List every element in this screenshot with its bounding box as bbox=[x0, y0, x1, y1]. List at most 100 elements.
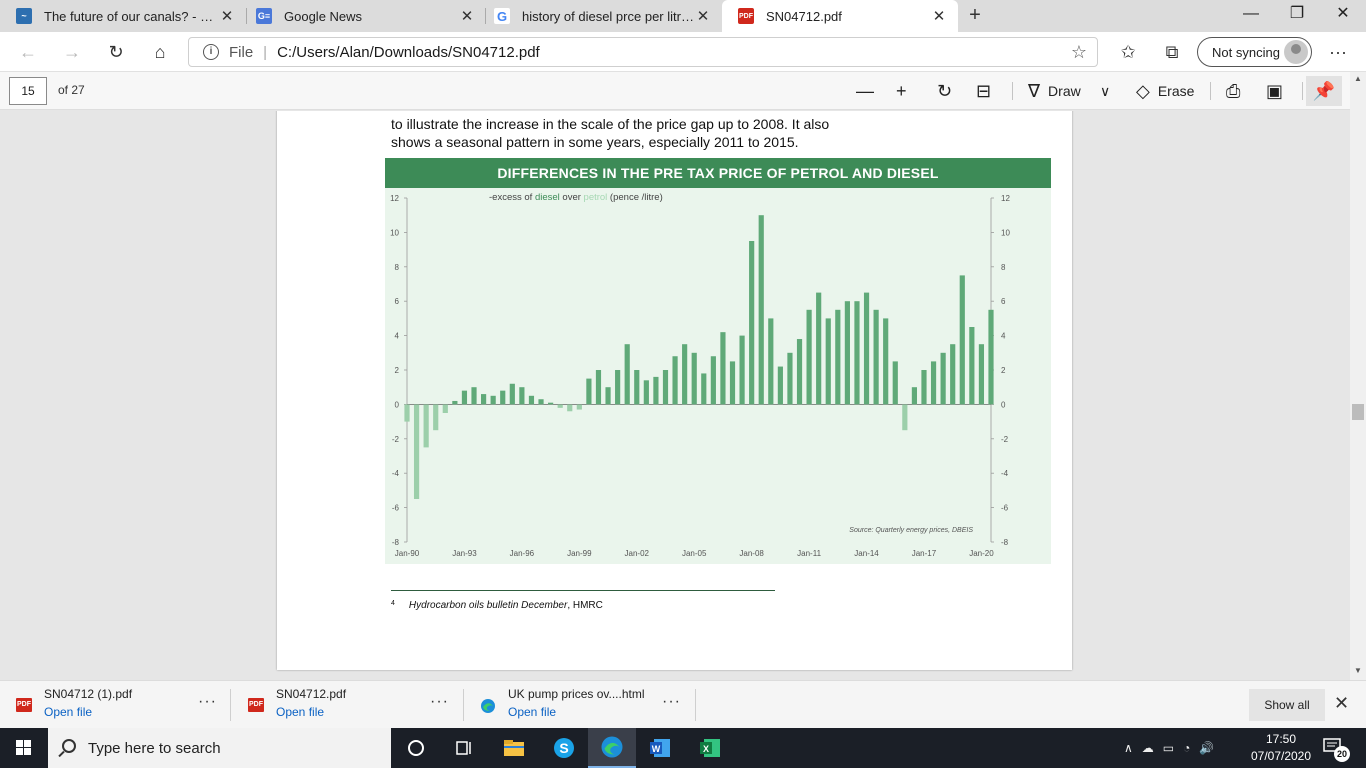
download-item[interactable]: PDF SN04712 (1).pdf Open file ··· bbox=[0, 681, 230, 729]
profile-button[interactable]: Not syncing bbox=[1197, 37, 1312, 67]
vertical-scrollbar[interactable]: ▲ ▼ bbox=[1350, 72, 1366, 680]
home-icon[interactable]: ⌂ bbox=[154, 42, 166, 62]
chart-bar bbox=[720, 332, 726, 405]
scrollbar-thumb[interactable] bbox=[1352, 404, 1364, 420]
tab-strip: ~ The future of our canals? - Page ✕ G≡ … bbox=[0, 0, 1366, 32]
address-bar[interactable]: i File | C:/Users/Alan/Downloads/SN04712… bbox=[188, 37, 1098, 67]
clock[interactable]: 17:50 07/07/2020 bbox=[1242, 731, 1320, 765]
cortana-icon[interactable] bbox=[392, 728, 440, 768]
close-icon[interactable]: ✕ bbox=[460, 8, 474, 25]
erase-button[interactable]: ◇ Erase bbox=[1136, 76, 1194, 106]
forward-icon[interactable]: → bbox=[63, 42, 81, 62]
windows-start-icon[interactable] bbox=[0, 728, 48, 768]
open-file-link[interactable]: Open file bbox=[276, 705, 325, 719]
save-icon[interactable]: ▣ bbox=[1266, 80, 1284, 101]
file-explorer-icon[interactable] bbox=[490, 728, 538, 768]
favorite-star-icon[interactable]: ☆ bbox=[1070, 42, 1087, 62]
skype-icon[interactable]: S bbox=[540, 728, 588, 768]
wifi-icon[interactable]: ◔ bbox=[1183, 741, 1191, 755]
clock-date: 07/07/2020 bbox=[1250, 749, 1312, 763]
chart-bar bbox=[595, 370, 602, 405]
page-total: of 27 bbox=[58, 83, 85, 97]
more-icon[interactable]: ··· bbox=[1329, 42, 1347, 62]
chart-bar bbox=[758, 215, 764, 405]
fit-page-icon[interactable]: ⊟ bbox=[976, 80, 992, 101]
y-tick-label: 12 bbox=[390, 194, 399, 203]
chart-bar bbox=[691, 352, 697, 405]
volume-icon[interactable]: 🔊 bbox=[1199, 741, 1215, 755]
download-item[interactable]: PDF SN04712.pdf Open file ··· bbox=[232, 681, 462, 729]
draw-button[interactable]: ∇ Draw bbox=[1028, 76, 1081, 106]
close-icon[interactable]: ✕ bbox=[696, 8, 710, 25]
minimize-icon[interactable]: — bbox=[1243, 5, 1259, 22]
more-icon[interactable]: ··· bbox=[198, 693, 217, 710]
more-icon[interactable]: ··· bbox=[662, 693, 681, 710]
window-close-icon[interactable]: ✕ bbox=[1336, 5, 1350, 22]
pdf-icon: PDF bbox=[248, 698, 264, 712]
chart-bar bbox=[480, 394, 487, 405]
tab-title: SN04712.pdf bbox=[766, 8, 842, 24]
new-tab-button[interactable]: + bbox=[969, 4, 981, 26]
footnote-source: Hydrocarbon oils bulletin December bbox=[408, 600, 568, 611]
pdf-icon: PDF bbox=[738, 8, 754, 24]
chevron-down-icon[interactable]: ∨ bbox=[1100, 82, 1111, 99]
scroll-up-icon[interactable]: ▲ bbox=[1354, 74, 1362, 83]
scroll-down-icon[interactable]: ▼ bbox=[1354, 666, 1362, 675]
zoom-in-icon[interactable]: + bbox=[896, 80, 907, 101]
y-tick-label: -6 bbox=[1001, 504, 1009, 513]
y-tick-label: 10 bbox=[390, 228, 399, 237]
taskbar-search-input[interactable]: Type here to search bbox=[48, 728, 391, 768]
notifications-icon[interactable]: 20 bbox=[1322, 736, 1350, 762]
tab-google-search[interactable]: G history of diesel prce per litre - G ✕ bbox=[478, 0, 722, 32]
task-view-icon[interactable] bbox=[440, 728, 488, 768]
onedrive-icon[interactable]: ☁ bbox=[1141, 741, 1154, 755]
chart-bar bbox=[461, 390, 468, 405]
footnote-marker: 4 bbox=[391, 600, 395, 607]
pin-toolbar-icon[interactable]: 📌 bbox=[1306, 76, 1342, 106]
excel-icon[interactable]: X bbox=[686, 728, 734, 768]
y-tick-label: 12 bbox=[1001, 194, 1010, 203]
chart-bar bbox=[978, 344, 985, 405]
pdf-viewport[interactable]: to illustrate the increase in the scale … bbox=[0, 111, 1350, 680]
chart-bar bbox=[682, 344, 688, 405]
page-number-input[interactable]: 15 bbox=[9, 77, 47, 105]
open-file-link[interactable]: Open file bbox=[508, 705, 557, 719]
close-icon[interactable]: ✕ bbox=[220, 8, 234, 25]
chart-bar bbox=[672, 356, 678, 405]
y-tick-label: 6 bbox=[1001, 297, 1006, 306]
collections-icon[interactable]: ⧉ bbox=[1165, 42, 1179, 62]
print-icon[interactable]: ⎙ bbox=[1226, 80, 1241, 101]
zoom-out-icon[interactable]: — bbox=[856, 80, 874, 101]
edge-icon[interactable] bbox=[588, 728, 636, 768]
chart-bar bbox=[739, 335, 745, 405]
back-icon[interactable]: ← bbox=[19, 42, 37, 62]
battery-icon[interactable]: ▭ bbox=[1162, 741, 1175, 755]
show-all-button[interactable]: Show all bbox=[1249, 689, 1325, 721]
y-tick-label: 6 bbox=[395, 297, 400, 306]
close-icon[interactable]: ✕ bbox=[932, 8, 946, 25]
favorites-icon[interactable]: ✩ bbox=[1120, 42, 1136, 62]
chart-bar bbox=[816, 292, 822, 405]
y-tick-label: 0 bbox=[395, 400, 400, 409]
chart-bar bbox=[768, 318, 774, 405]
eraser-icon: ◇ bbox=[1136, 80, 1150, 101]
tab-google-news[interactable]: G≡ Google News ✕ bbox=[240, 0, 486, 32]
chart-bar bbox=[883, 318, 889, 405]
refresh-icon[interactable]: ↻ bbox=[108, 42, 124, 62]
rotate-icon[interactable]: ↻ bbox=[937, 80, 953, 101]
open-file-link[interactable]: Open file bbox=[44, 705, 93, 719]
x-tick-label: Jan-93 bbox=[452, 549, 477, 558]
info-icon[interactable]: i bbox=[203, 44, 219, 60]
downloads-bar: PDF SN04712 (1).pdf Open file ··· PDF SN… bbox=[0, 680, 1366, 728]
chart-bar bbox=[538, 399, 544, 405]
more-icon[interactable]: ··· bbox=[430, 693, 449, 710]
tab-canals[interactable]: ~ The future of our canals? - Page ✕ bbox=[0, 0, 246, 32]
tab-sn04712-pdf[interactable]: PDF SN04712.pdf ✕ bbox=[722, 0, 958, 32]
word-icon[interactable]: W bbox=[636, 728, 684, 768]
x-tick-label: Jan-05 bbox=[682, 549, 707, 558]
download-item[interactable]: UK pump prices ov....html Open file ··· bbox=[464, 681, 694, 729]
chart-bar bbox=[950, 344, 956, 405]
close-icon[interactable]: ✕ bbox=[1334, 693, 1350, 713]
restore-icon[interactable]: ❐ bbox=[1289, 5, 1305, 22]
chevron-up-icon[interactable]: ∧ bbox=[1124, 741, 1133, 755]
